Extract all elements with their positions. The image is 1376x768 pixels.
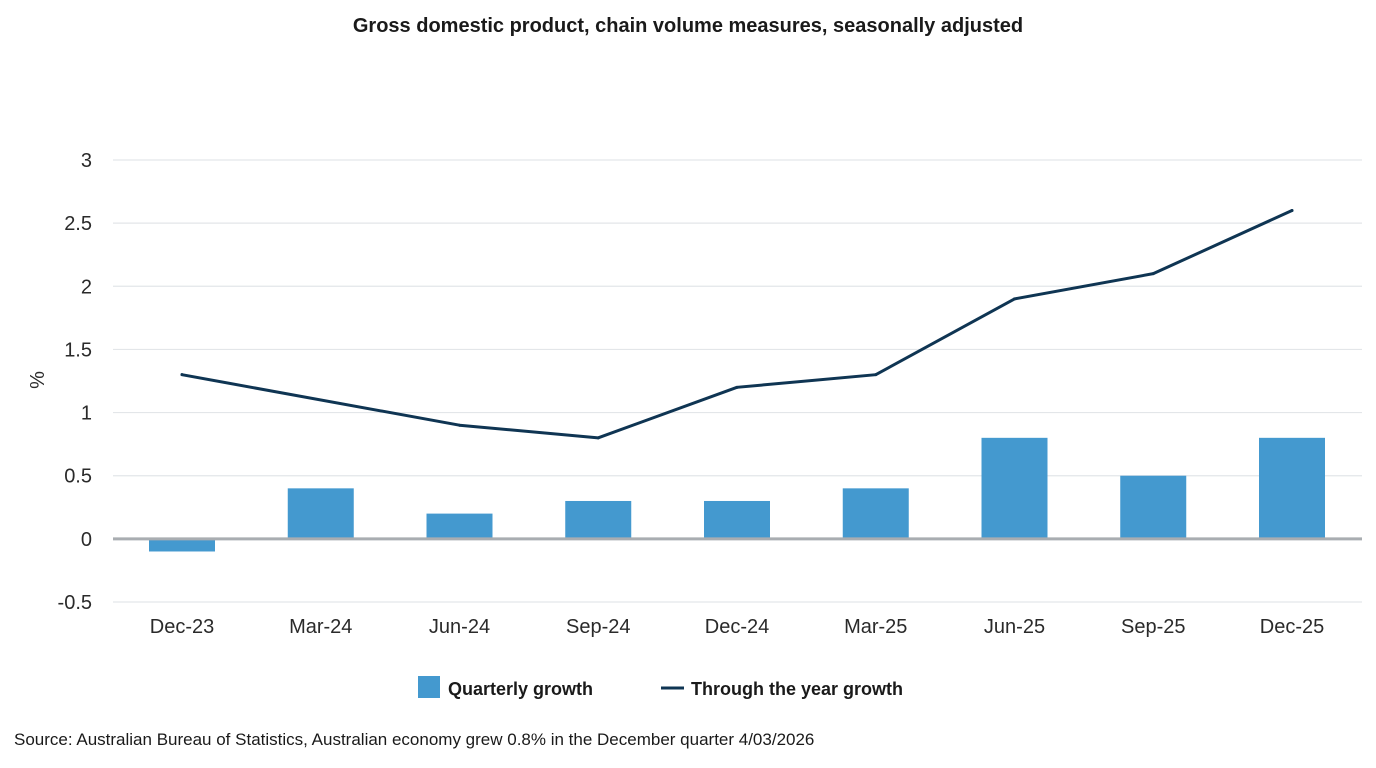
y-axis-label: % [27,371,49,389]
series-line [180,209,1294,440]
legend: Quarterly growth Through the year growth [418,676,903,699]
bar [426,513,493,539]
legend-label-quarterly-growth: Quarterly growth [448,679,593,699]
y-tick-label: 1 [81,403,92,425]
gridlines [113,159,1362,603]
line-series-through-the-year-growth [180,209,1294,440]
x-tick-label: Sep-25 [1121,616,1186,638]
source-note: Source: Australian Bureau of Statistics,… [14,730,814,749]
legend-label-through-the-year-growth: Through the year growth [691,679,903,699]
x-axis-ticks: Dec-23 Mar-24 Jun-24 Sep-24 Dec-24 Mar-25 Jun-… [150,616,1324,638]
line-point [874,373,878,377]
x-tick-label: Sep-24 [566,616,631,638]
x-tick-label: Jun-24 [429,616,490,638]
x-tick-label: Dec-24 [705,616,769,638]
bar [1259,437,1325,539]
line-point [1013,297,1016,301]
y-tick-label: 2.5 [64,213,92,235]
line-point [1151,272,1155,276]
y-tick-label: 0 [81,529,92,551]
line-point [735,385,739,389]
bar-series-quarterly-growth [149,437,1325,552]
y-tick-label: 3 [81,150,92,172]
x-tick-label: Mar-24 [289,616,352,638]
line-point [1290,209,1294,213]
y-tick-label: 2 [81,276,92,298]
x-tick-label: Dec-23 [150,616,214,638]
bar [1120,475,1187,539]
line-point [180,373,184,377]
bar [704,500,770,539]
y-tick-label: 1.5 [64,339,92,361]
chart-title: Gross domestic product, chain volume mea… [353,15,1023,37]
y-axis-ticks: 3 2.5 2 1.5 1 0.5 0 -0.5 [58,150,92,614]
x-tick-label: Jun-25 [984,616,1045,638]
y-tick-label: 0.5 [64,466,92,488]
bar [149,538,215,552]
bar [287,488,354,539]
bar [981,437,1048,539]
line-point [458,423,461,427]
y-tick-label: -0.5 [58,592,92,614]
bar [565,500,632,539]
legend-swatch-quarterly-growth [418,676,440,698]
x-tick-label: Dec-25 [1260,616,1324,638]
x-tick-label: Mar-25 [844,616,907,638]
line-point [596,436,600,440]
bar [842,488,909,539]
